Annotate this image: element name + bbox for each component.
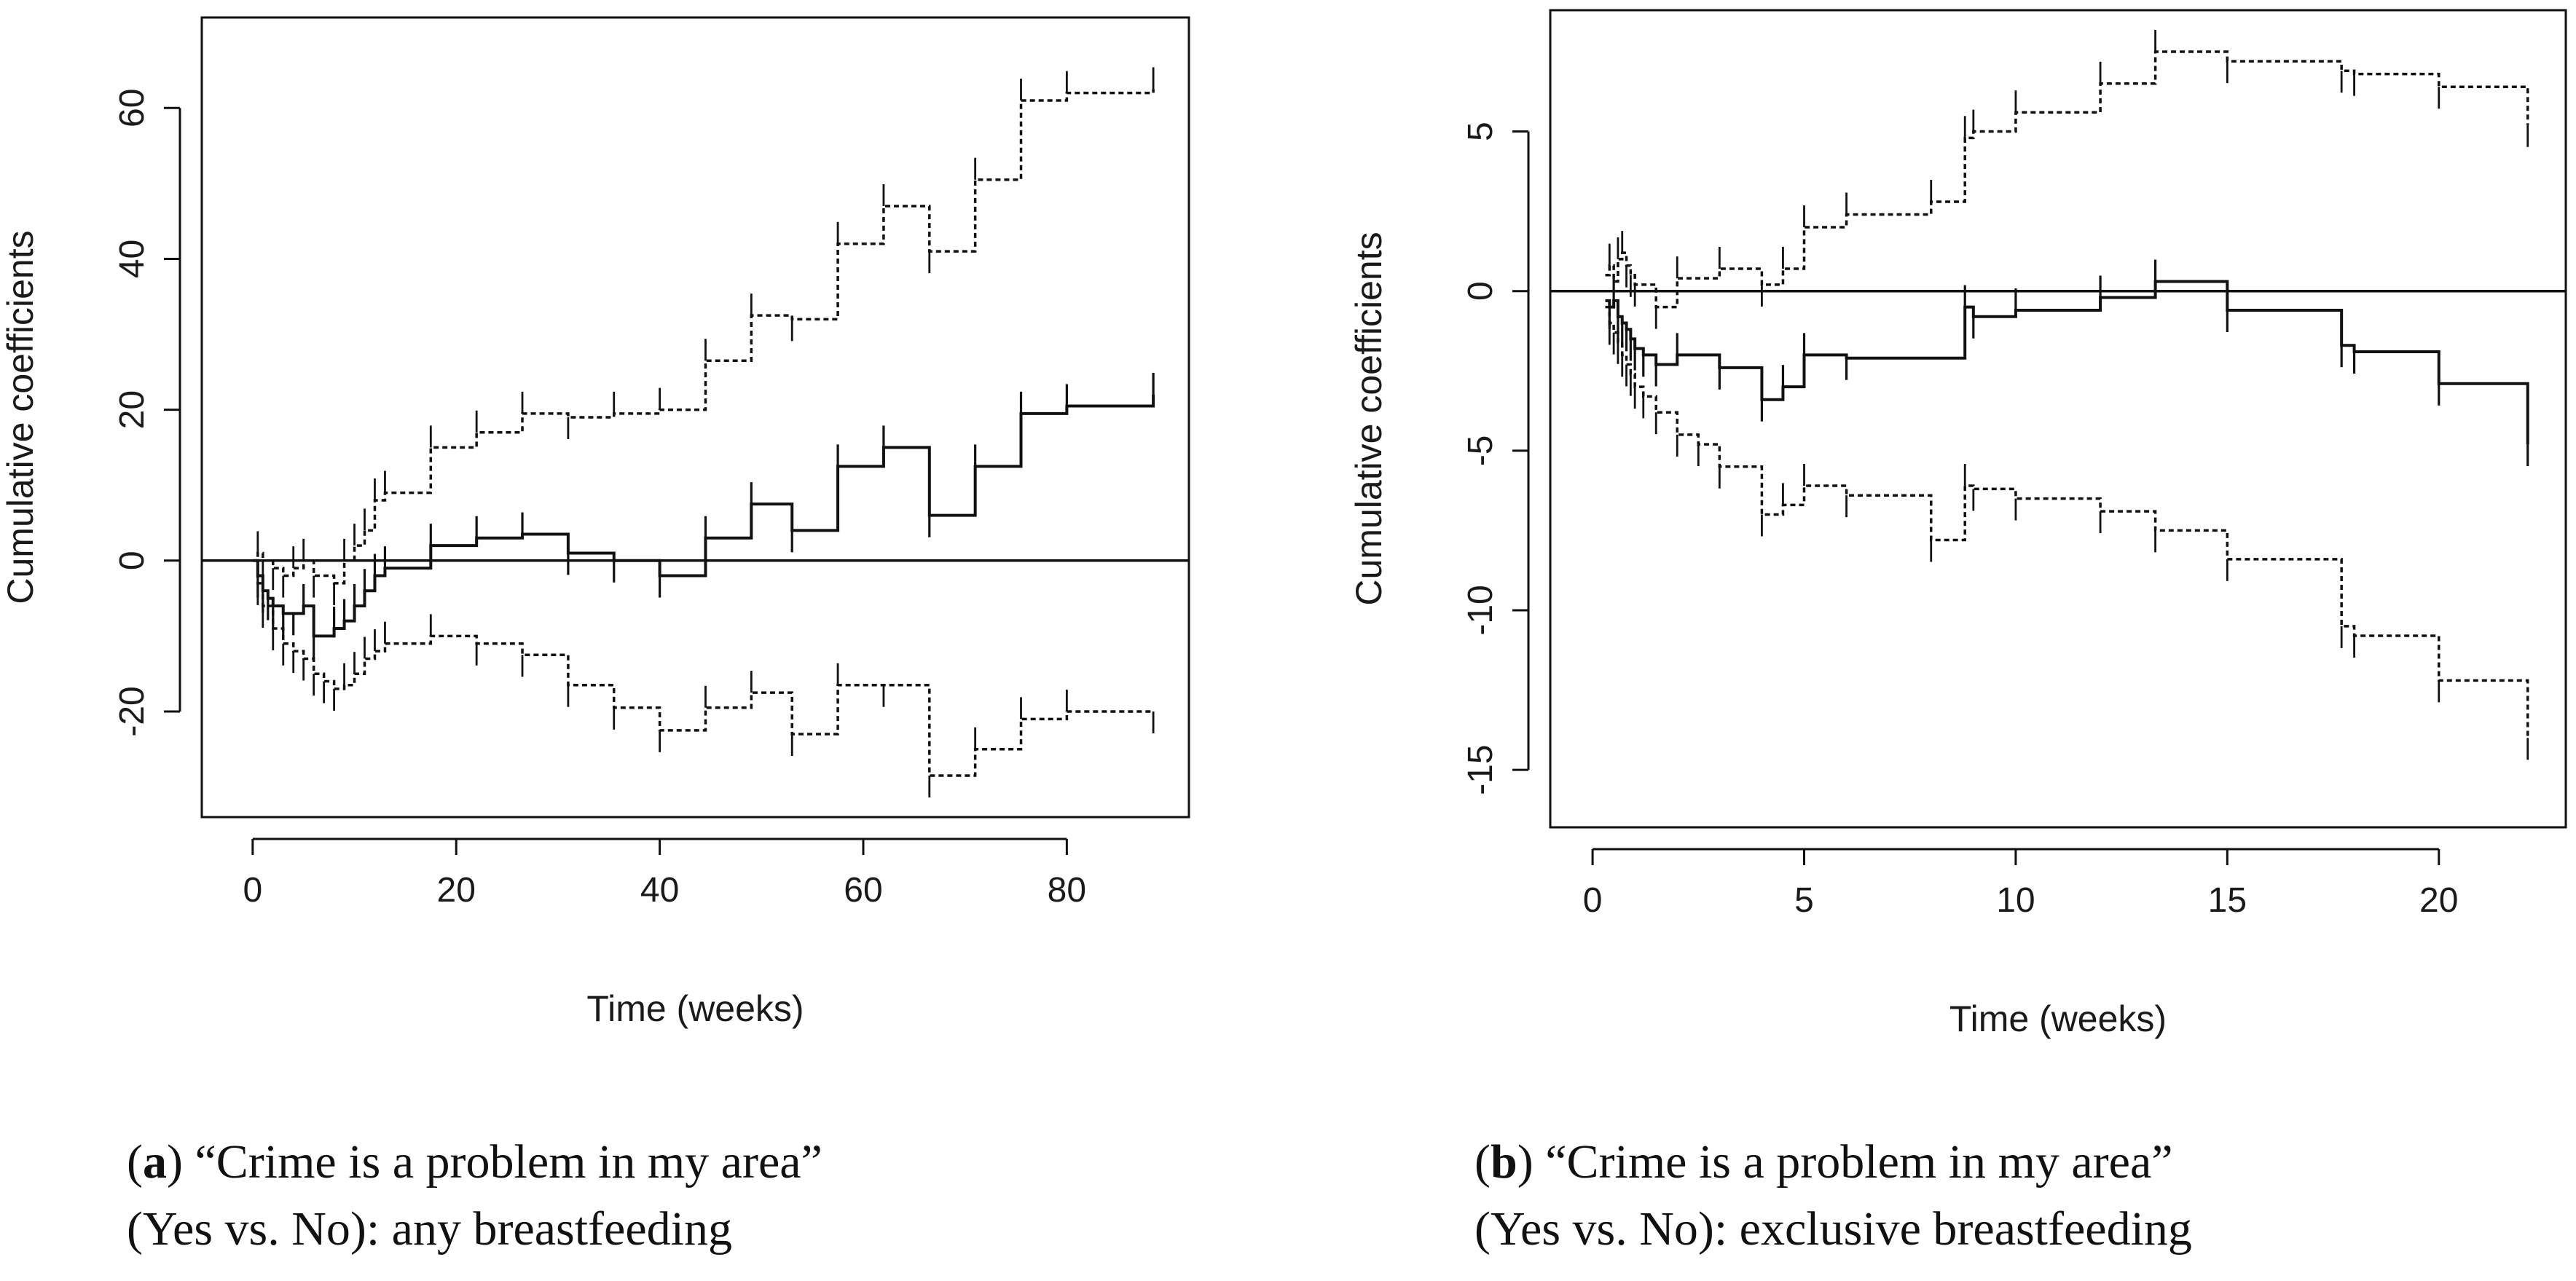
caption-b-tag: b xyxy=(1490,1135,1517,1189)
caption-a-tag: a xyxy=(142,1135,167,1189)
y-axis-label: Cumulative coefficients xyxy=(0,230,41,604)
y-tick-label: 20 xyxy=(113,390,152,429)
x-tick-label: 60 xyxy=(844,871,882,910)
y-tick-label: 40 xyxy=(113,240,152,278)
caption-b-line1: (b) “Crime is a problem in my area” xyxy=(1474,1135,2173,1189)
panel-b: 0 5 10 15 20 -15 -10 -5 0 5 Time (weeks) Cumulative… xyxy=(1348,9,2567,1039)
y-tick-label: -15 xyxy=(1461,744,1500,795)
y-axis-label: Cumulative coefficients xyxy=(1348,232,1389,605)
caption-b: (b) “Crime is a problem in my area” (Yes… xyxy=(1474,1129,2192,1263)
panel-a: 0 20 40 60 80 -20 0 20 40 60 Time (weeks) Cumulativ… xyxy=(0,16,1190,1029)
series-2-dotted-line xyxy=(1605,50,2529,309)
series-1-solid-line xyxy=(252,394,1155,638)
y-tick-label: 0 xyxy=(1461,281,1500,301)
y-tick-label: -5 xyxy=(1461,435,1500,466)
y-tick-label: 0 xyxy=(113,551,152,570)
y-tick-label: 5 xyxy=(1461,122,1500,141)
x-tick-label: 0 xyxy=(243,871,262,910)
caption-a-line2: (Yes vs. No): any breastfeeding xyxy=(127,1202,732,1256)
x-tick-label: 0 xyxy=(1583,881,1603,920)
caption-a-title: “Crime is a problem in my area” xyxy=(195,1135,822,1189)
x-tick-label: 20 xyxy=(437,871,476,910)
plot-frame xyxy=(1549,9,2567,829)
series-2-dotted-line xyxy=(252,89,1155,585)
caption-b-title: “Crime is a problem in my area” xyxy=(1545,1135,2173,1189)
x-tick-label: 20 xyxy=(2419,881,2458,920)
x-tick-label: 10 xyxy=(1996,881,2035,920)
y-tick-label: 60 xyxy=(113,89,152,127)
caption-a: (a) “Crime is a problem in my area” (Yes… xyxy=(127,1129,822,1263)
x-tick-label: 5 xyxy=(1794,881,1814,920)
caption-a-line1: (a) “Crime is a problem in my area” xyxy=(127,1135,822,1189)
series-1-solid-line xyxy=(1605,280,2529,445)
x-tick-label: 80 xyxy=(1048,871,1086,910)
series-3-dotted-line xyxy=(1605,305,2529,738)
y-tick-label: -20 xyxy=(113,686,152,736)
x-axis-label: Time (weeks) xyxy=(1949,998,2167,1039)
x-tick-label: 15 xyxy=(2208,881,2247,920)
caption-b-line2: (Yes vs. No): exclusive breastfeeding xyxy=(1474,1202,2192,1256)
x-tick-label: 40 xyxy=(640,871,679,910)
x-axis-label: Time (weeks) xyxy=(586,988,804,1029)
plot-frame xyxy=(200,16,1190,819)
y-tick-label: -10 xyxy=(1461,585,1500,635)
series-3-dotted-line xyxy=(252,559,1154,777)
